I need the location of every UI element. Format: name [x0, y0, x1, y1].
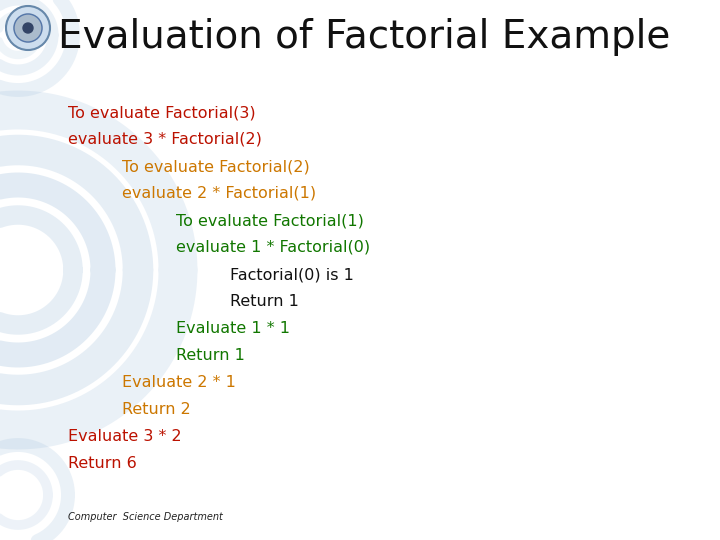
Text: Computer  Science Department: Computer Science Department — [68, 512, 223, 522]
Text: evaluate 3 * Factorial(2): evaluate 3 * Factorial(2) — [68, 132, 262, 147]
Text: To evaluate Factorial(2): To evaluate Factorial(2) — [122, 159, 310, 174]
Text: Return 1: Return 1 — [176, 348, 245, 363]
Text: Factorial(0) is 1: Factorial(0) is 1 — [230, 267, 354, 282]
Text: To evaluate Factorial(1): To evaluate Factorial(1) — [176, 213, 364, 228]
Text: evaluate 2 * Factorial(1): evaluate 2 * Factorial(1) — [122, 186, 316, 201]
Text: evaluate 1 * Factorial(0): evaluate 1 * Factorial(0) — [176, 240, 370, 255]
Text: Return 6: Return 6 — [68, 456, 137, 471]
Circle shape — [6, 6, 50, 50]
Text: Evaluation of Factorial Example: Evaluation of Factorial Example — [58, 18, 670, 56]
Circle shape — [23, 23, 33, 33]
Text: Return 1: Return 1 — [230, 294, 299, 309]
Text: Evaluate 2 * 1: Evaluate 2 * 1 — [122, 375, 236, 390]
Text: To evaluate Factorial(3): To evaluate Factorial(3) — [68, 105, 256, 120]
Text: Return 2: Return 2 — [122, 402, 191, 417]
Text: Evaluate 3 * 2: Evaluate 3 * 2 — [68, 429, 181, 444]
Text: Evaluate 1 * 1: Evaluate 1 * 1 — [176, 321, 290, 336]
Circle shape — [14, 14, 42, 42]
